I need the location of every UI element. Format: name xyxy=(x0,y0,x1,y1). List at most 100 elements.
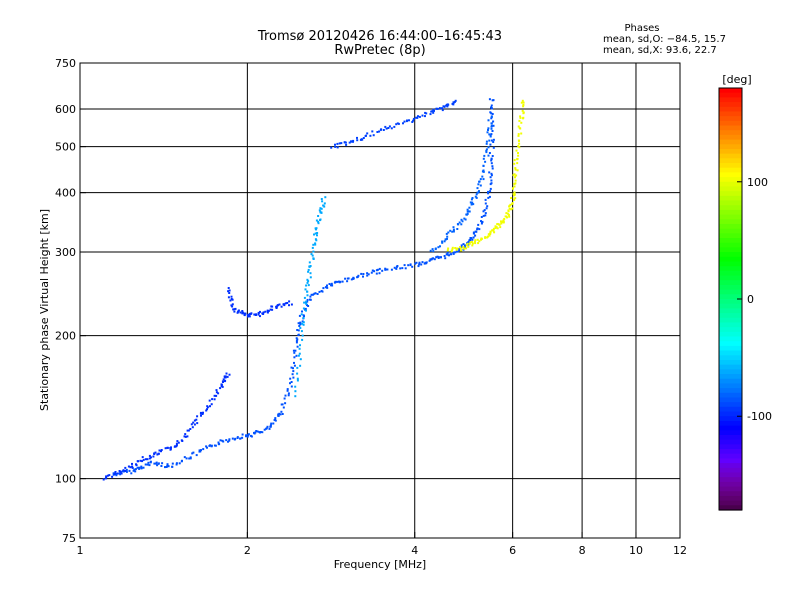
echo-point xyxy=(222,381,224,383)
echo-point xyxy=(209,444,212,447)
echo-point xyxy=(192,451,195,454)
y-axis-label: Stationary phase Virtual Height [km] xyxy=(38,209,51,411)
echo-point xyxy=(519,115,522,118)
echo-point xyxy=(370,271,373,274)
x-tick-label: 4 xyxy=(411,544,418,557)
echo-point xyxy=(489,135,492,138)
colorbar-band xyxy=(719,327,742,333)
echo-point xyxy=(301,320,304,323)
echo-point xyxy=(202,448,205,451)
echo-point xyxy=(517,152,519,154)
echo-point xyxy=(314,232,317,235)
echo-point xyxy=(186,435,189,438)
echo-point xyxy=(517,145,520,148)
echo-point xyxy=(371,130,374,133)
echo-point xyxy=(361,138,364,141)
echo-point xyxy=(448,254,450,257)
echo-point xyxy=(299,323,302,326)
colorbar-band xyxy=(719,88,742,94)
echo-point xyxy=(302,323,305,326)
echo-point xyxy=(129,466,132,469)
echo-point xyxy=(480,222,483,225)
echo-point xyxy=(122,469,125,472)
echo-point xyxy=(309,295,312,298)
echo-point xyxy=(375,269,378,272)
colorbar-band xyxy=(719,359,742,366)
echo-point xyxy=(518,127,521,130)
echo-point xyxy=(491,155,494,157)
x-tick-label: 6 xyxy=(509,544,516,557)
echo-point xyxy=(492,138,495,141)
echo-point xyxy=(140,467,143,470)
echo-point xyxy=(490,116,493,118)
echo-point xyxy=(231,305,234,308)
echo-point xyxy=(297,333,300,336)
echo-point xyxy=(431,110,434,113)
echo-point xyxy=(482,157,485,160)
echo-point xyxy=(300,313,303,316)
echo-point xyxy=(213,394,216,397)
echo-point xyxy=(444,238,447,241)
echo-point xyxy=(480,216,483,218)
echo-point xyxy=(266,309,269,312)
echo-point xyxy=(148,454,151,457)
echo-point xyxy=(513,185,516,188)
echo-point xyxy=(138,466,141,469)
echo-point xyxy=(311,254,314,257)
echo-point xyxy=(482,178,485,181)
echo-point xyxy=(414,262,417,265)
echo-point xyxy=(442,105,445,108)
echo-point xyxy=(440,256,442,259)
echo-point xyxy=(393,125,396,128)
echo-point xyxy=(225,372,228,375)
echo-point xyxy=(485,151,488,154)
echo-point xyxy=(365,134,367,137)
echo-point xyxy=(492,124,495,127)
echo-point xyxy=(511,202,514,205)
echo-point xyxy=(130,472,133,475)
colorbar-band xyxy=(719,177,742,183)
echo-point xyxy=(171,465,174,468)
echo-point xyxy=(485,140,488,143)
echo-point xyxy=(421,114,424,117)
x-tick-label: 2 xyxy=(244,544,251,557)
echo-point xyxy=(477,223,480,226)
echo-point xyxy=(491,165,494,168)
echo-point xyxy=(484,212,487,215)
echo-point xyxy=(295,341,298,344)
echo-point xyxy=(211,398,214,401)
echo-point xyxy=(469,238,472,241)
echo-point xyxy=(517,133,520,136)
y-tick-label: 600 xyxy=(55,103,76,116)
echo-point xyxy=(454,99,457,102)
echo-point xyxy=(306,278,309,281)
echo-point xyxy=(201,413,204,415)
echo-point xyxy=(156,453,159,456)
echo-point xyxy=(470,198,473,201)
echo-point xyxy=(152,455,155,458)
echo-point xyxy=(518,142,521,145)
echo-point xyxy=(259,310,261,313)
echo-point xyxy=(245,434,248,437)
colorbar-band xyxy=(719,200,742,206)
echo-point xyxy=(514,167,517,170)
echo-point xyxy=(301,322,304,325)
echo-point xyxy=(269,424,272,427)
echo-point xyxy=(487,154,490,157)
colorbar-band xyxy=(719,242,742,249)
colorbar-band xyxy=(719,181,742,188)
echo-point xyxy=(452,252,455,255)
echo-point xyxy=(452,101,455,104)
echo-point xyxy=(417,265,420,268)
echo-point xyxy=(293,351,296,354)
echo-point xyxy=(228,373,231,376)
echo-point xyxy=(259,431,262,433)
echo-point xyxy=(429,258,432,261)
echo-point xyxy=(455,248,458,251)
colorbar-band xyxy=(719,256,742,263)
echo-point xyxy=(511,187,514,190)
echo-point xyxy=(267,310,270,312)
echo-point xyxy=(436,255,439,258)
echo-point xyxy=(295,339,298,342)
echo-point xyxy=(499,226,502,229)
